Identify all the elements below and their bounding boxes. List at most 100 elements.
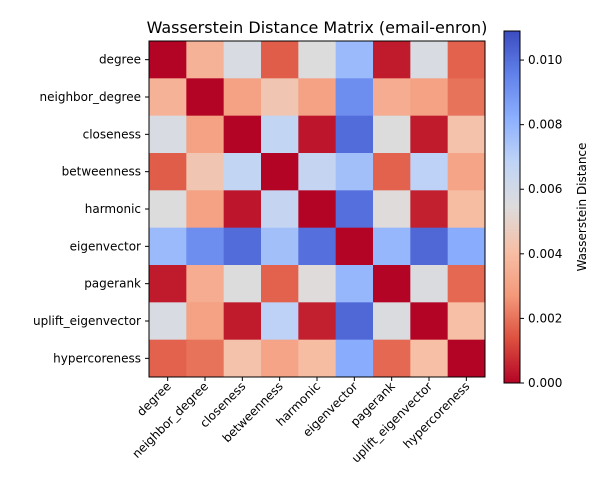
heatmap-cell-closeness-hypercoreness [447,115,486,154]
heatmap-cell-betweenness-neighbor_degree [186,153,225,191]
heatmap-cell-degree-hypercoreness [447,41,486,79]
heatmap-cell-degree-uplift_eigenvector [410,41,449,79]
y-tick-label: eigenvector [70,239,141,253]
heatmap-cell-neighbor_degree-hypercoreness [447,78,486,117]
heatmap-cell-betweenness-hypercoreness [447,153,486,191]
heatmap-cell-pagerank-uplift_eigenvector [410,265,449,303]
heatmap-cell-harmonic-eigenvector [335,190,374,229]
heatmap-cell-harmonic-harmonic [298,190,337,229]
heatmap-cell-uplift_eigenvector-harmonic [298,302,337,341]
heatmap-cell-eigenvector-harmonic [298,227,337,266]
heatmap-cell-betweenness-closeness [223,153,262,191]
heatmap-cell-hypercoreness-betweenness [261,339,299,378]
heatmap-cell-neighbor_degree-closeness [223,78,262,117]
heatmap-cell-eigenvector-uplift_eigenvector [410,227,449,266]
heatmap-cell-degree-neighbor_degree [186,41,225,79]
heatmap-cell-betweenness-pagerank [373,153,411,191]
heatmap-cell-eigenvector-eigenvector [335,227,374,266]
heatmap-cell-hypercoreness-degree [149,339,187,378]
heatmap-cell-eigenvector-betweenness [261,227,299,266]
heatmap-cell-neighbor_degree-harmonic [298,78,337,117]
heatmap-cell-degree-harmonic [298,41,337,79]
heatmap-cell-uplift_eigenvector-neighbor_degree [186,302,225,341]
heatmap-cell-neighbor_degree-pagerank [373,78,411,117]
heatmap-cell-betweenness-uplift_eigenvector [410,153,449,191]
y-axis: degree neighbor_degree closeness betweennes… [33,53,149,365]
heatmap-cell-harmonic-hypercoreness [447,190,486,229]
y-tick-label: betweenness [62,165,141,179]
heatmap-cell-degree-degree [149,41,187,79]
colorbar-tick-label: 0.006 [528,182,562,196]
heatmap-cell-pagerank-betweenness [261,265,299,303]
heatmap-cell-pagerank-pagerank [373,265,411,303]
heatmap-cell-betweenness-harmonic [298,153,337,191]
heatmap-cell-harmonic-neighbor_degree [186,190,225,229]
heatmap-cell-neighbor_degree-neighbor_degree [186,78,225,117]
heatmap-cell-harmonic-uplift_eigenvector [410,190,449,229]
heatmap-cell-neighbor_degree-eigenvector [335,78,374,117]
heatmap-cell-uplift_eigenvector-eigenvector [335,302,374,341]
heatmap-cell-closeness-harmonic [298,115,337,154]
heatmap-cell-neighbor_degree-betweenness [261,78,299,117]
heatmap-cell-hypercoreness-closeness [223,339,262,378]
heatmap-cell-uplift_eigenvector-hypercoreness [447,302,486,341]
heatmap-cell-eigenvector-closeness [223,227,262,266]
heatmap-cell-betweenness-eigenvector [335,153,374,191]
heatmap-cell-closeness-eigenvector [335,115,374,154]
heatmap-cell-eigenvector-pagerank [373,227,411,266]
heatmap-cell-uplift_eigenvector-degree [149,302,187,341]
heatmap-cell-betweenness-degree [149,153,187,191]
heatmap-cell-degree-betweenness [261,41,299,79]
colorbar-tick-label: 0.000 [528,376,562,390]
heatmap-cell-degree-closeness [223,41,262,79]
colorbar-axis: 0.000 0.002 0.004 0.006 0.008 0.010 [520,53,562,390]
heatmap-cell-harmonic-closeness [223,190,262,229]
heatmap-cell-uplift_eigenvector-pagerank [373,302,411,341]
heatmap-cell-pagerank-hypercoreness [447,265,486,303]
colorbar-tick-label: 0.002 [528,311,562,325]
heatmap-cell-degree-pagerank [373,41,411,79]
heatmap-cell-hypercoreness-uplift_eigenvector [410,339,449,378]
heatmap-cell-neighbor_degree-degree [149,78,187,117]
heatmap-cell-harmonic-degree [149,190,187,229]
colorbar [503,30,521,384]
y-tick-label: closeness [83,127,141,141]
heatmap-cell-hypercoreness-hypercoreness [447,339,486,378]
heatmap-cell-uplift_eigenvector-closeness [223,302,262,341]
heatmap-cell-pagerank-neighbor_degree [186,265,225,303]
heatmap-cell-eigenvector-hypercoreness [447,227,486,266]
x-axis: degreeneighbor_degreeclosenessbetweennes… [129,377,472,465]
heatmap-cell-closeness-pagerank [373,115,411,154]
heatmap-cell-pagerank-closeness [223,265,262,303]
x-tick-label: hypercoreness [400,379,472,451]
heatmap-cell-uplift_eigenvector-uplift_eigenvector [410,302,449,341]
y-tick-label: hypercoreness [53,351,141,365]
heatmap-cell-pagerank-eigenvector [335,265,374,303]
colorbar-tick-label: 0.010 [528,53,562,67]
heatmap-cell-degree-eigenvector [335,41,374,79]
heatmap-cell-pagerank-degree [149,265,187,303]
heatmap-cell-hypercoreness-harmonic [298,339,337,378]
heatmap-cell-closeness-degree [149,115,187,154]
heatmap-cell-harmonic-pagerank [373,190,411,229]
heatmap-cell-eigenvector-neighbor_degree [186,227,225,266]
heatmap-cell-hypercoreness-pagerank [373,339,411,378]
heatmap-cell-betweenness-betweenness [261,153,299,191]
heatmap-cell-neighbor_degree-uplift_eigenvector [410,78,449,117]
y-tick-label: uplift_eigenvector [33,314,141,328]
heatmap-cell-eigenvector-degree [149,227,187,266]
heatmap-cell-pagerank-harmonic [298,265,337,303]
colorbar-tick-label: 0.008 [528,118,562,132]
heatmap-cell-harmonic-betweenness [261,190,299,229]
heatmap-cell-hypercoreness-eigenvector [335,339,374,378]
heatmap-cells [149,41,486,378]
y-tick-label: neighbor_degree [40,90,142,104]
colorbar-tick-label: 0.004 [528,247,562,261]
heatmap-cell-hypercoreness-neighbor_degree [186,339,225,378]
y-tick-label: degree [99,53,141,67]
chart-title: Wasserstein Distance Matrix (email-enron… [147,18,488,37]
heatmap-cell-closeness-closeness [223,115,262,154]
heatmap-cell-closeness-neighbor_degree [186,115,225,154]
heatmap-cell-closeness-betweenness [261,115,299,154]
